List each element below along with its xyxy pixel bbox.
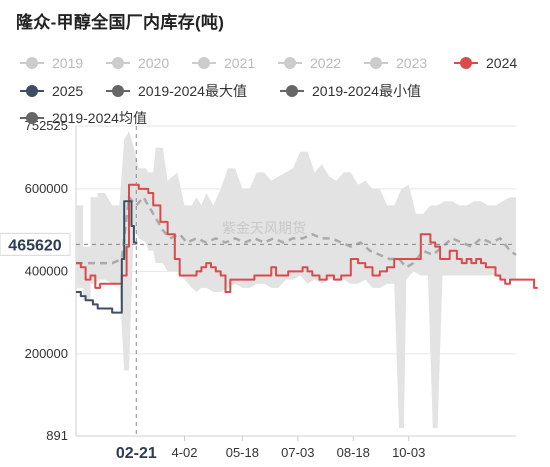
x-tick-label: 05-18 — [226, 445, 259, 460]
x-axis: 4-02 05-18 07-03 08-18 10-03 — [171, 436, 425, 460]
legend-marker-icon — [286, 85, 298, 97]
cursor-x-box — [106, 441, 167, 463]
legend-marker-icon — [370, 57, 382, 69]
series-line-2025 — [76, 200, 138, 314]
legend-label: 2024 — [486, 55, 517, 71]
legend-marker-icon — [112, 85, 124, 97]
series-line-2024 — [76, 183, 538, 293]
range-band — [76, 131, 516, 429]
x-tick-label: 10-03 — [392, 445, 425, 460]
crosshair-cursor: 465620 02-21 — [0, 126, 516, 463]
y-tick-label: 400000 — [25, 263, 68, 278]
cursor-y-box — [0, 232, 71, 256]
legend-marker-icon — [284, 57, 296, 69]
legend-item-2021[interactable]: 2021 — [192, 55, 255, 71]
x-tick-label: 07-03 — [281, 445, 314, 460]
legend-item-2025[interactable]: 2025 — [20, 83, 83, 99]
legend-label: 2023 — [396, 55, 427, 71]
range-band-area — [76, 131, 516, 429]
legend-marker-icon — [460, 57, 472, 69]
legend-label: 2025 — [52, 83, 83, 99]
legend-label: 2019-2024最大值 — [138, 83, 247, 99]
legend-item-2020[interactable]: 2020 — [106, 55, 169, 71]
chart-legend[interactable]: 2019 2020 2021 2022 2023 2024 2025 2019-2024最大值… — [20, 55, 517, 126]
y-tick-label: 200000 — [25, 346, 68, 361]
legend-item-2019-2024均值[interactable]: 2019-2024均值 — [20, 110, 147, 126]
legend-marker-icon — [26, 112, 38, 124]
legend-marker-icon — [26, 85, 38, 97]
y-tick-label: 891 — [46, 428, 68, 443]
legend-item-2019[interactable]: 2019 — [20, 55, 83, 71]
legend-label: 2020 — [138, 55, 169, 71]
legend-label: 2021 — [224, 55, 255, 71]
cursor-y-label: 465620 — [8, 237, 61, 254]
legend-item-2024[interactable]: 2024 — [454, 55, 517, 71]
legend-marker-icon — [112, 57, 124, 69]
chart-title: 隆众-甲醇全国厂内库存(吨) — [16, 13, 225, 32]
legend-marker-icon — [198, 57, 210, 69]
series-line-2019-2024均值 — [76, 195, 517, 269]
legend-item-2023[interactable]: 2023 — [364, 55, 427, 71]
legend-label: 2019-2024最小值 — [312, 83, 421, 99]
legend-label: 2019 — [52, 55, 83, 71]
legend-marker-icon — [26, 57, 38, 69]
y-tick-label: 600000 — [25, 181, 68, 196]
legend-item-2019-2024最大值[interactable]: 2019-2024最大值 — [106, 83, 247, 99]
watermark: 紫金天风期货 — [222, 220, 306, 236]
x-tick-label: 4-02 — [171, 445, 197, 460]
cursor-x-label: 02-21 — [116, 445, 157, 462]
x-tick-label: 08-18 — [337, 445, 370, 460]
series-lines — [76, 183, 538, 314]
legend-label: 2022 — [310, 55, 341, 71]
legend-item-2019-2024最小值[interactable]: 2019-2024最小值 — [280, 83, 421, 99]
legend-label: 2019-2024均值 — [52, 110, 147, 126]
legend-item-2022[interactable]: 2022 — [278, 55, 341, 71]
